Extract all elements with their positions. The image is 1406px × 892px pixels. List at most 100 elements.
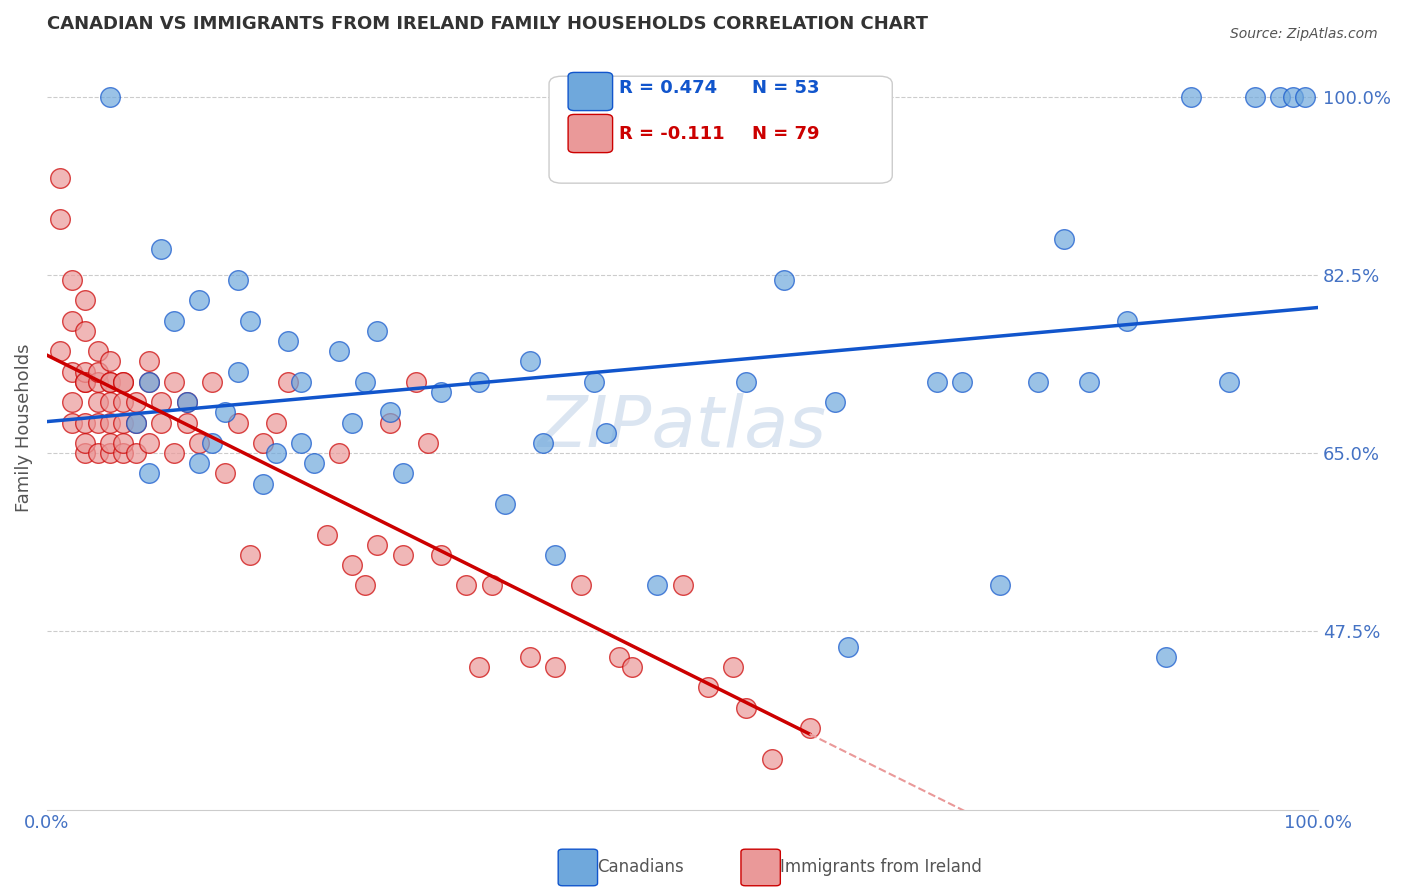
Point — [138, 375, 160, 389]
Point — [519, 354, 541, 368]
Point — [150, 243, 173, 257]
FancyBboxPatch shape — [548, 76, 893, 183]
Point — [735, 375, 758, 389]
Point — [138, 354, 160, 368]
Text: R = -0.111: R = -0.111 — [619, 125, 724, 143]
Point — [226, 273, 249, 287]
Point — [201, 436, 224, 450]
Point — [1243, 89, 1265, 103]
Point — [494, 497, 516, 511]
Point — [315, 527, 337, 541]
Point — [1078, 375, 1101, 389]
Point — [837, 640, 859, 654]
Point — [163, 375, 186, 389]
Point — [620, 660, 643, 674]
Point — [1218, 375, 1240, 389]
Point — [340, 558, 363, 573]
Point — [302, 456, 325, 470]
Point — [48, 211, 70, 226]
Point — [799, 721, 821, 735]
Point — [544, 548, 567, 562]
Text: Canadians: Canadians — [598, 858, 685, 876]
Point — [430, 548, 453, 562]
Point — [73, 293, 96, 308]
FancyBboxPatch shape — [568, 72, 613, 111]
Point — [138, 375, 160, 389]
Text: N = 53: N = 53 — [752, 78, 820, 96]
Point — [645, 578, 668, 592]
Point — [1028, 375, 1050, 389]
Point — [531, 436, 554, 450]
Point — [201, 375, 224, 389]
Point — [100, 375, 122, 389]
Point — [100, 446, 122, 460]
Point — [328, 446, 350, 460]
Point — [1294, 89, 1316, 103]
Point — [60, 365, 83, 379]
Point — [252, 436, 274, 450]
Point — [226, 365, 249, 379]
Point — [430, 384, 453, 399]
Point — [290, 375, 312, 389]
Point — [773, 273, 796, 287]
Point — [1268, 89, 1291, 103]
Point — [73, 324, 96, 338]
Point — [290, 436, 312, 450]
Point — [824, 395, 846, 409]
Point — [60, 313, 83, 327]
Point — [519, 649, 541, 664]
Point — [392, 548, 415, 562]
Point — [125, 395, 148, 409]
Point — [1281, 89, 1303, 103]
Point — [188, 293, 211, 308]
Point — [112, 395, 135, 409]
Point — [87, 375, 110, 389]
Point — [277, 375, 299, 389]
Point — [73, 436, 96, 450]
Point — [353, 375, 375, 389]
Point — [264, 416, 287, 430]
Point — [264, 446, 287, 460]
Point — [100, 375, 122, 389]
Point — [607, 649, 630, 664]
Point — [582, 375, 605, 389]
Point — [239, 548, 262, 562]
Point — [366, 538, 388, 552]
Point — [87, 446, 110, 460]
Point — [138, 436, 160, 450]
Point — [328, 344, 350, 359]
Point — [100, 436, 122, 450]
Point — [176, 395, 198, 409]
Point — [150, 395, 173, 409]
Point — [188, 456, 211, 470]
Text: Immigrants from Ireland: Immigrants from Ireland — [780, 858, 983, 876]
Point — [100, 416, 122, 430]
Point — [112, 446, 135, 460]
Point — [125, 416, 148, 430]
FancyBboxPatch shape — [568, 114, 613, 153]
Point — [125, 446, 148, 460]
Point — [405, 375, 427, 389]
Text: N = 79: N = 79 — [752, 125, 820, 143]
Point — [176, 395, 198, 409]
Point — [100, 89, 122, 103]
Point — [60, 395, 83, 409]
Point — [60, 416, 83, 430]
Point — [468, 660, 491, 674]
Point — [735, 700, 758, 714]
Point — [48, 171, 70, 186]
Point — [1154, 649, 1177, 664]
Point — [138, 467, 160, 481]
Point — [378, 405, 401, 419]
Point — [112, 375, 135, 389]
Point — [214, 405, 236, 419]
Point — [378, 416, 401, 430]
Point — [163, 313, 186, 327]
Y-axis label: Family Households: Family Households — [15, 343, 32, 512]
Point — [697, 681, 720, 695]
Point — [456, 578, 478, 592]
Point — [239, 313, 262, 327]
Point — [188, 436, 211, 450]
Point — [340, 416, 363, 430]
Point — [353, 578, 375, 592]
